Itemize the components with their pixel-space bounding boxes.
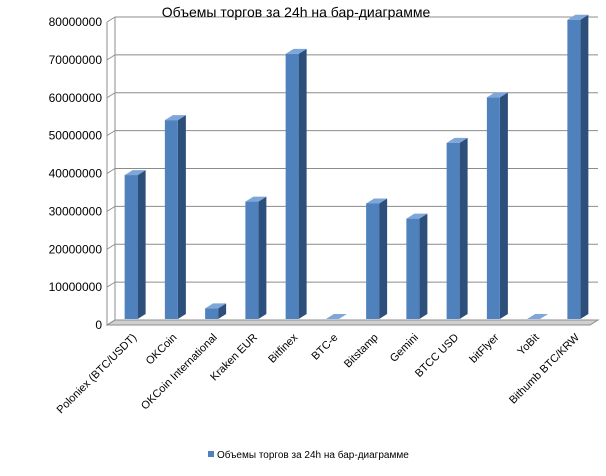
bar <box>487 92 508 319</box>
bar-front <box>406 219 419 319</box>
legend: Объемы торгов за 24h на бар-диаграмме <box>208 449 409 461</box>
gridline-side <box>107 244 115 249</box>
bar <box>567 15 588 319</box>
bar <box>245 197 266 319</box>
gridline-side <box>107 17 115 22</box>
x-tick-label: Bithumb BTC/KRW <box>507 331 582 406</box>
bar-side <box>178 115 186 319</box>
y-axis-ticks: 0 10000000 20000000 30000000 40000000 5000000… <box>49 15 103 332</box>
y-tick-label: 70000000 <box>49 53 103 67</box>
y-tick-label: 60000000 <box>49 91 103 105</box>
bar-side <box>580 15 588 319</box>
x-tick-label: BTC-e <box>310 332 341 363</box>
legend-swatch <box>208 451 214 457</box>
chart-floor <box>107 320 598 325</box>
x-tick-label: Poloniex (BTC/USDT) <box>55 332 140 417</box>
gridline-side <box>107 206 115 211</box>
bar <box>326 314 347 319</box>
bar-side <box>500 92 508 319</box>
bar-side <box>299 49 307 319</box>
bar-top <box>527 314 548 319</box>
gridline-side <box>107 169 115 174</box>
bar-front <box>205 308 218 319</box>
bar <box>447 138 468 319</box>
y-tick-label: 50000000 <box>49 129 103 143</box>
x-tick-label: Bitstamp <box>342 332 381 371</box>
y-tick-label: 10000000 <box>49 280 103 294</box>
bar <box>286 49 307 319</box>
bar-front <box>366 203 379 319</box>
x-tick-label: OKCoin International <box>139 332 220 413</box>
bar <box>165 115 186 319</box>
bar-front <box>487 97 500 319</box>
bar-front <box>286 54 299 319</box>
bar-side <box>258 197 266 319</box>
gridline-side <box>107 93 115 98</box>
gridline-side <box>107 55 115 60</box>
bar-front <box>125 175 138 319</box>
y-tick-label: 20000000 <box>49 242 103 256</box>
y-tick-label: 40000000 <box>49 167 103 181</box>
chart-title: Объемы торгов за 24h на бар-диаграмме <box>162 4 431 20</box>
gridline-side <box>107 131 115 136</box>
x-tick-label: OKCoin <box>144 332 180 368</box>
bar-front <box>567 20 580 319</box>
bar-side <box>138 170 146 319</box>
legend-label: Объемы торгов за 24h на бар-диаграмме <box>217 449 409 461</box>
bar <box>527 314 548 319</box>
bar-front <box>447 143 460 319</box>
bar-top <box>326 314 347 319</box>
bar <box>125 170 146 319</box>
x-tick-label: BTCC USD <box>413 332 461 380</box>
bar-side <box>379 198 387 319</box>
bar-side <box>419 214 427 319</box>
bar-front <box>165 120 178 319</box>
gridline-side <box>107 282 115 287</box>
y-tick-label: 80000000 <box>49 15 103 29</box>
x-tick-label: Gemini <box>388 332 421 365</box>
bar <box>366 198 387 319</box>
bar <box>406 214 427 319</box>
y-tick-label: 0 <box>95 318 102 332</box>
bar-side <box>460 138 468 319</box>
x-tick-label: Bitfinex <box>266 331 300 365</box>
x-tick-label: YoBit <box>515 332 541 358</box>
bars-layer <box>125 15 589 319</box>
bar <box>205 303 226 319</box>
x-tick-label: bitFlyer <box>468 331 502 365</box>
y-tick-label: 30000000 <box>49 204 103 218</box>
bar-front <box>245 202 258 319</box>
